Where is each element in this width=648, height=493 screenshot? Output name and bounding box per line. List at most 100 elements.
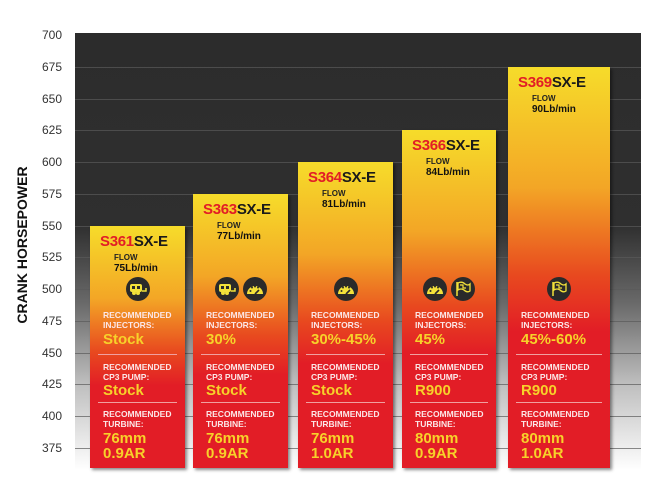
injectors-label: INJECTORS: (311, 319, 363, 330)
y-tick-label: 525 (41, 250, 62, 265)
model-number: S361 (100, 232, 134, 250)
divider (516, 353, 602, 355)
turbine-label: RECOMMENDED (415, 408, 484, 419)
divider (98, 401, 177, 403)
divider (306, 353, 385, 355)
divider (410, 353, 488, 355)
y-tick-label: 575 (41, 186, 62, 201)
model-number: S369 (518, 73, 552, 91)
turbine-value: 76mm (311, 429, 355, 447)
flow-label: FLOW (426, 157, 450, 167)
pump-label: RECOMMENDED (206, 361, 275, 372)
gridline (75, 98, 641, 100)
pump-value: Stock (206, 381, 247, 399)
divider (410, 401, 488, 403)
model-suffix: SX-E (236, 200, 271, 218)
bar-s366: S366SX-E FLOW 84Lb/min RECOMMENDED INJECTORS… (402, 130, 496, 468)
turbine-label: TURBINE: (311, 418, 352, 429)
trailer-icon (125, 276, 150, 301)
gridline (75, 66, 641, 68)
turbine-value: 1.0AR (521, 444, 564, 462)
flow-label: FLOW (217, 220, 241, 230)
turbine-label: TURBINE: (521, 418, 562, 429)
use-icons (193, 276, 288, 301)
bar-s361: S361SX-E FLOW 75Lb/min RECOMMENDED INJECTORS… (90, 225, 185, 468)
turbine-label: RECOMMENDED (206, 408, 275, 419)
use-icons (508, 276, 610, 301)
model-name: S369SX-E (518, 74, 586, 91)
turbine-value: 0.9AR (415, 444, 458, 462)
turbine-value: 1.0AR (311, 444, 354, 462)
divider (516, 401, 602, 403)
model-number: S366 (412, 137, 446, 155)
injectors-label: RECOMMENDED (206, 309, 275, 320)
turbine-value: 76mm (103, 429, 147, 447)
turbine-value: 80mm (521, 429, 565, 447)
y-tick-label: 650 (41, 91, 62, 106)
injectors-label: INJECTORS: (103, 319, 155, 330)
divider (306, 401, 385, 403)
gauge-icon (242, 276, 267, 301)
injectors-value: 45%-60% (521, 330, 587, 348)
injectors-value: 30%-45% (311, 330, 377, 348)
flow-value: 84Lb/min (426, 167, 470, 179)
model-suffix: SX-E (551, 73, 586, 91)
injectors-label: INJECTORS: (415, 319, 467, 330)
y-tick-label: 700 (41, 28, 62, 42)
y-axis-label: CRANK HORSEPOWER (14, 166, 30, 324)
model-suffix: SX-E (445, 137, 480, 155)
gauge-icon (333, 276, 358, 301)
pump-value: Stock (311, 381, 352, 399)
pump-label: CP3 PUMP: (521, 371, 568, 382)
model-name: S361SX-E (100, 233, 168, 250)
pump-label: CP3 PUMP: (311, 371, 358, 382)
turbine-value: 80mm (415, 429, 459, 447)
injectors-label: RECOMMENDED (103, 309, 172, 320)
injectors-value: 45% (415, 330, 446, 348)
turbine-value: 0.9AR (206, 444, 249, 462)
pump-label: RECOMMENDED (103, 361, 172, 372)
flow-label: FLOW (532, 93, 556, 103)
checkered-flag-icon (451, 276, 475, 301)
turbine-label: RECOMMENDED (521, 408, 590, 419)
model-name: S366SX-E (412, 137, 480, 154)
y-tick-label: 550 (41, 218, 62, 233)
y-tick-label: 425 (41, 377, 62, 392)
flow-value: 90Lb/min (532, 103, 576, 115)
divider (201, 353, 280, 355)
flow-value: 75Lb/min (114, 262, 158, 274)
divider (201, 401, 280, 403)
use-icons (402, 276, 496, 301)
y-tick-label: 675 (41, 59, 62, 74)
pump-value: Stock (103, 381, 144, 399)
pump-label: RECOMMENDED (311, 361, 380, 372)
y-tick-label: 500 (41, 282, 62, 297)
y-tick-label: 400 (41, 409, 62, 424)
checkered-flag-icon (547, 276, 571, 301)
gauge-icon (423, 276, 447, 301)
injectors-value: 30% (206, 330, 237, 348)
model-name: S364SX-E (308, 169, 376, 186)
turbine-value: 76mm (206, 429, 250, 447)
injectors-label: RECOMMENDED (521, 309, 590, 320)
y-tick-label: 375 (41, 441, 62, 455)
flow-label: FLOW (114, 252, 138, 262)
use-icons (298, 276, 393, 301)
trailer-icon (214, 276, 239, 301)
model-number: S364 (308, 169, 342, 187)
injectors-label: INJECTORS: (521, 319, 573, 330)
y-tick-label: 450 (41, 345, 62, 360)
turbine-label: RECOMMENDED (103, 408, 172, 419)
pump-label: CP3 PUMP: (103, 371, 150, 382)
use-icons (90, 276, 185, 301)
model-name: S363SX-E (203, 201, 271, 218)
bar-s369: S369SX-E FLOW 90Lb/min RECOMMENDED INJECTORS… (508, 66, 610, 468)
pump-label: RECOMMENDED (415, 361, 484, 372)
injectors-label: INJECTORS: (206, 319, 258, 330)
bar-s364: S364SX-E FLOW 81Lb/min RECOMMENDED INJECTORS… (298, 162, 393, 468)
injectors-value: Stock (103, 330, 144, 348)
divider (98, 353, 177, 355)
pump-label: CP3 PUMP: (206, 371, 253, 382)
turbine-label: TURBINE: (206, 418, 247, 429)
y-tick-label: 600 (41, 155, 62, 170)
